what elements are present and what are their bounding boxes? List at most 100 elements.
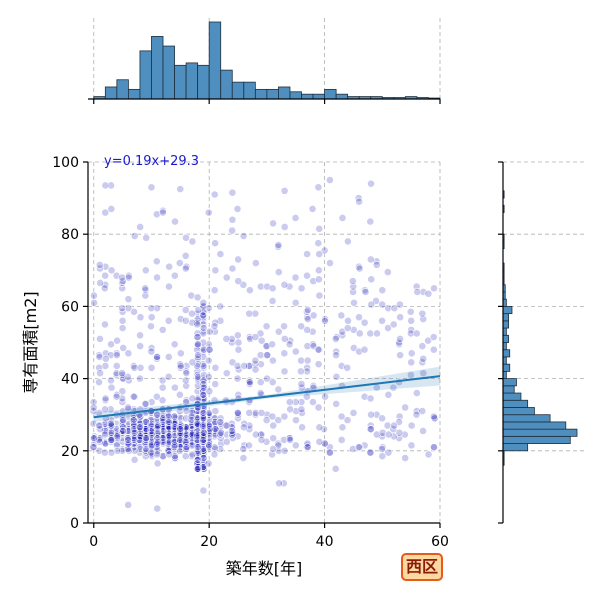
data-point <box>89 419 98 428</box>
data-point <box>384 430 393 439</box>
top-histogram-bar <box>116 79 129 100</box>
right-histogram-bar <box>502 385 515 394</box>
data-point <box>181 316 190 325</box>
data-point <box>130 232 139 240</box>
data-point <box>233 205 242 213</box>
data-point <box>338 327 347 336</box>
data-point <box>320 425 328 434</box>
data-point <box>337 311 346 320</box>
right-histogram-bar <box>502 378 517 387</box>
data-point <box>152 392 161 401</box>
data-point <box>285 340 294 349</box>
data-point <box>297 322 306 331</box>
data-point <box>308 205 317 213</box>
data-point <box>378 445 386 453</box>
data-point <box>390 304 399 313</box>
data-point <box>228 188 237 197</box>
data-point <box>170 271 179 280</box>
data-point <box>401 454 410 462</box>
data-point <box>418 342 427 351</box>
data-point <box>153 421 162 430</box>
data-point <box>147 430 156 439</box>
data-point <box>384 390 393 399</box>
data-point <box>314 183 323 192</box>
data-point <box>90 434 99 443</box>
data-point <box>321 392 329 401</box>
data-point <box>349 408 358 417</box>
data-point <box>89 403 98 412</box>
data-point <box>378 428 387 437</box>
data-point <box>269 421 278 430</box>
data-point <box>343 237 352 246</box>
data-point <box>268 297 277 305</box>
data-point <box>194 351 203 360</box>
data-point <box>367 275 376 284</box>
data-point <box>130 428 139 437</box>
data-point <box>124 304 133 313</box>
data-point <box>211 407 220 415</box>
data-point <box>291 347 300 356</box>
data-point <box>136 374 144 383</box>
data-point <box>164 418 173 426</box>
data-point <box>366 329 375 338</box>
data-point <box>291 441 300 450</box>
data-point <box>119 427 127 435</box>
data-point <box>216 418 225 426</box>
data-point <box>136 363 145 372</box>
data-point <box>360 441 369 450</box>
data-point <box>147 421 155 430</box>
data-point <box>153 439 162 448</box>
data-point <box>320 246 329 255</box>
data-point <box>182 407 191 415</box>
y-tick-label: 40 <box>61 372 79 388</box>
data-point <box>407 316 416 325</box>
data-point <box>418 309 427 318</box>
data-point <box>361 288 370 296</box>
data-point <box>113 432 122 441</box>
data-point <box>95 353 104 361</box>
data-point <box>419 369 428 378</box>
data-point <box>407 441 416 450</box>
data-point <box>252 430 260 439</box>
data-point <box>211 363 220 372</box>
data-point <box>124 436 132 444</box>
data-point <box>262 416 271 425</box>
data-point <box>147 448 156 457</box>
data-point <box>315 423 324 432</box>
x-tick-label: 20 <box>200 534 218 550</box>
data-point <box>256 351 265 360</box>
top-histogram-bar <box>335 93 349 100</box>
data-point <box>216 250 225 258</box>
regression-line <box>93 375 441 419</box>
data-point <box>222 369 231 378</box>
data-point <box>181 306 190 314</box>
data-point <box>280 349 289 358</box>
data-point <box>101 181 110 190</box>
data-point <box>343 324 352 332</box>
data-point <box>337 436 346 444</box>
data-point <box>96 369 104 378</box>
data-point <box>165 437 173 446</box>
data-point <box>245 441 253 450</box>
data-point <box>389 320 398 329</box>
data-point <box>348 277 357 286</box>
data-point <box>239 232 248 240</box>
data-point <box>193 293 202 302</box>
data-point <box>216 302 225 311</box>
x-axis-title: 築年数[年] <box>226 559 303 578</box>
data-point <box>141 284 150 293</box>
data-point <box>136 342 145 351</box>
data-point <box>204 356 213 365</box>
data-point <box>349 344 358 352</box>
district-badge: 西区 <box>401 553 443 581</box>
data-point <box>188 430 197 439</box>
data-point <box>246 378 254 387</box>
data-point <box>141 266 150 275</box>
right-histogram-bar <box>502 349 511 358</box>
top-histogram-bar <box>231 81 245 100</box>
data-point <box>101 394 110 403</box>
data-point <box>136 223 145 231</box>
top-histogram-bar <box>185 62 199 100</box>
data-point <box>181 251 190 260</box>
